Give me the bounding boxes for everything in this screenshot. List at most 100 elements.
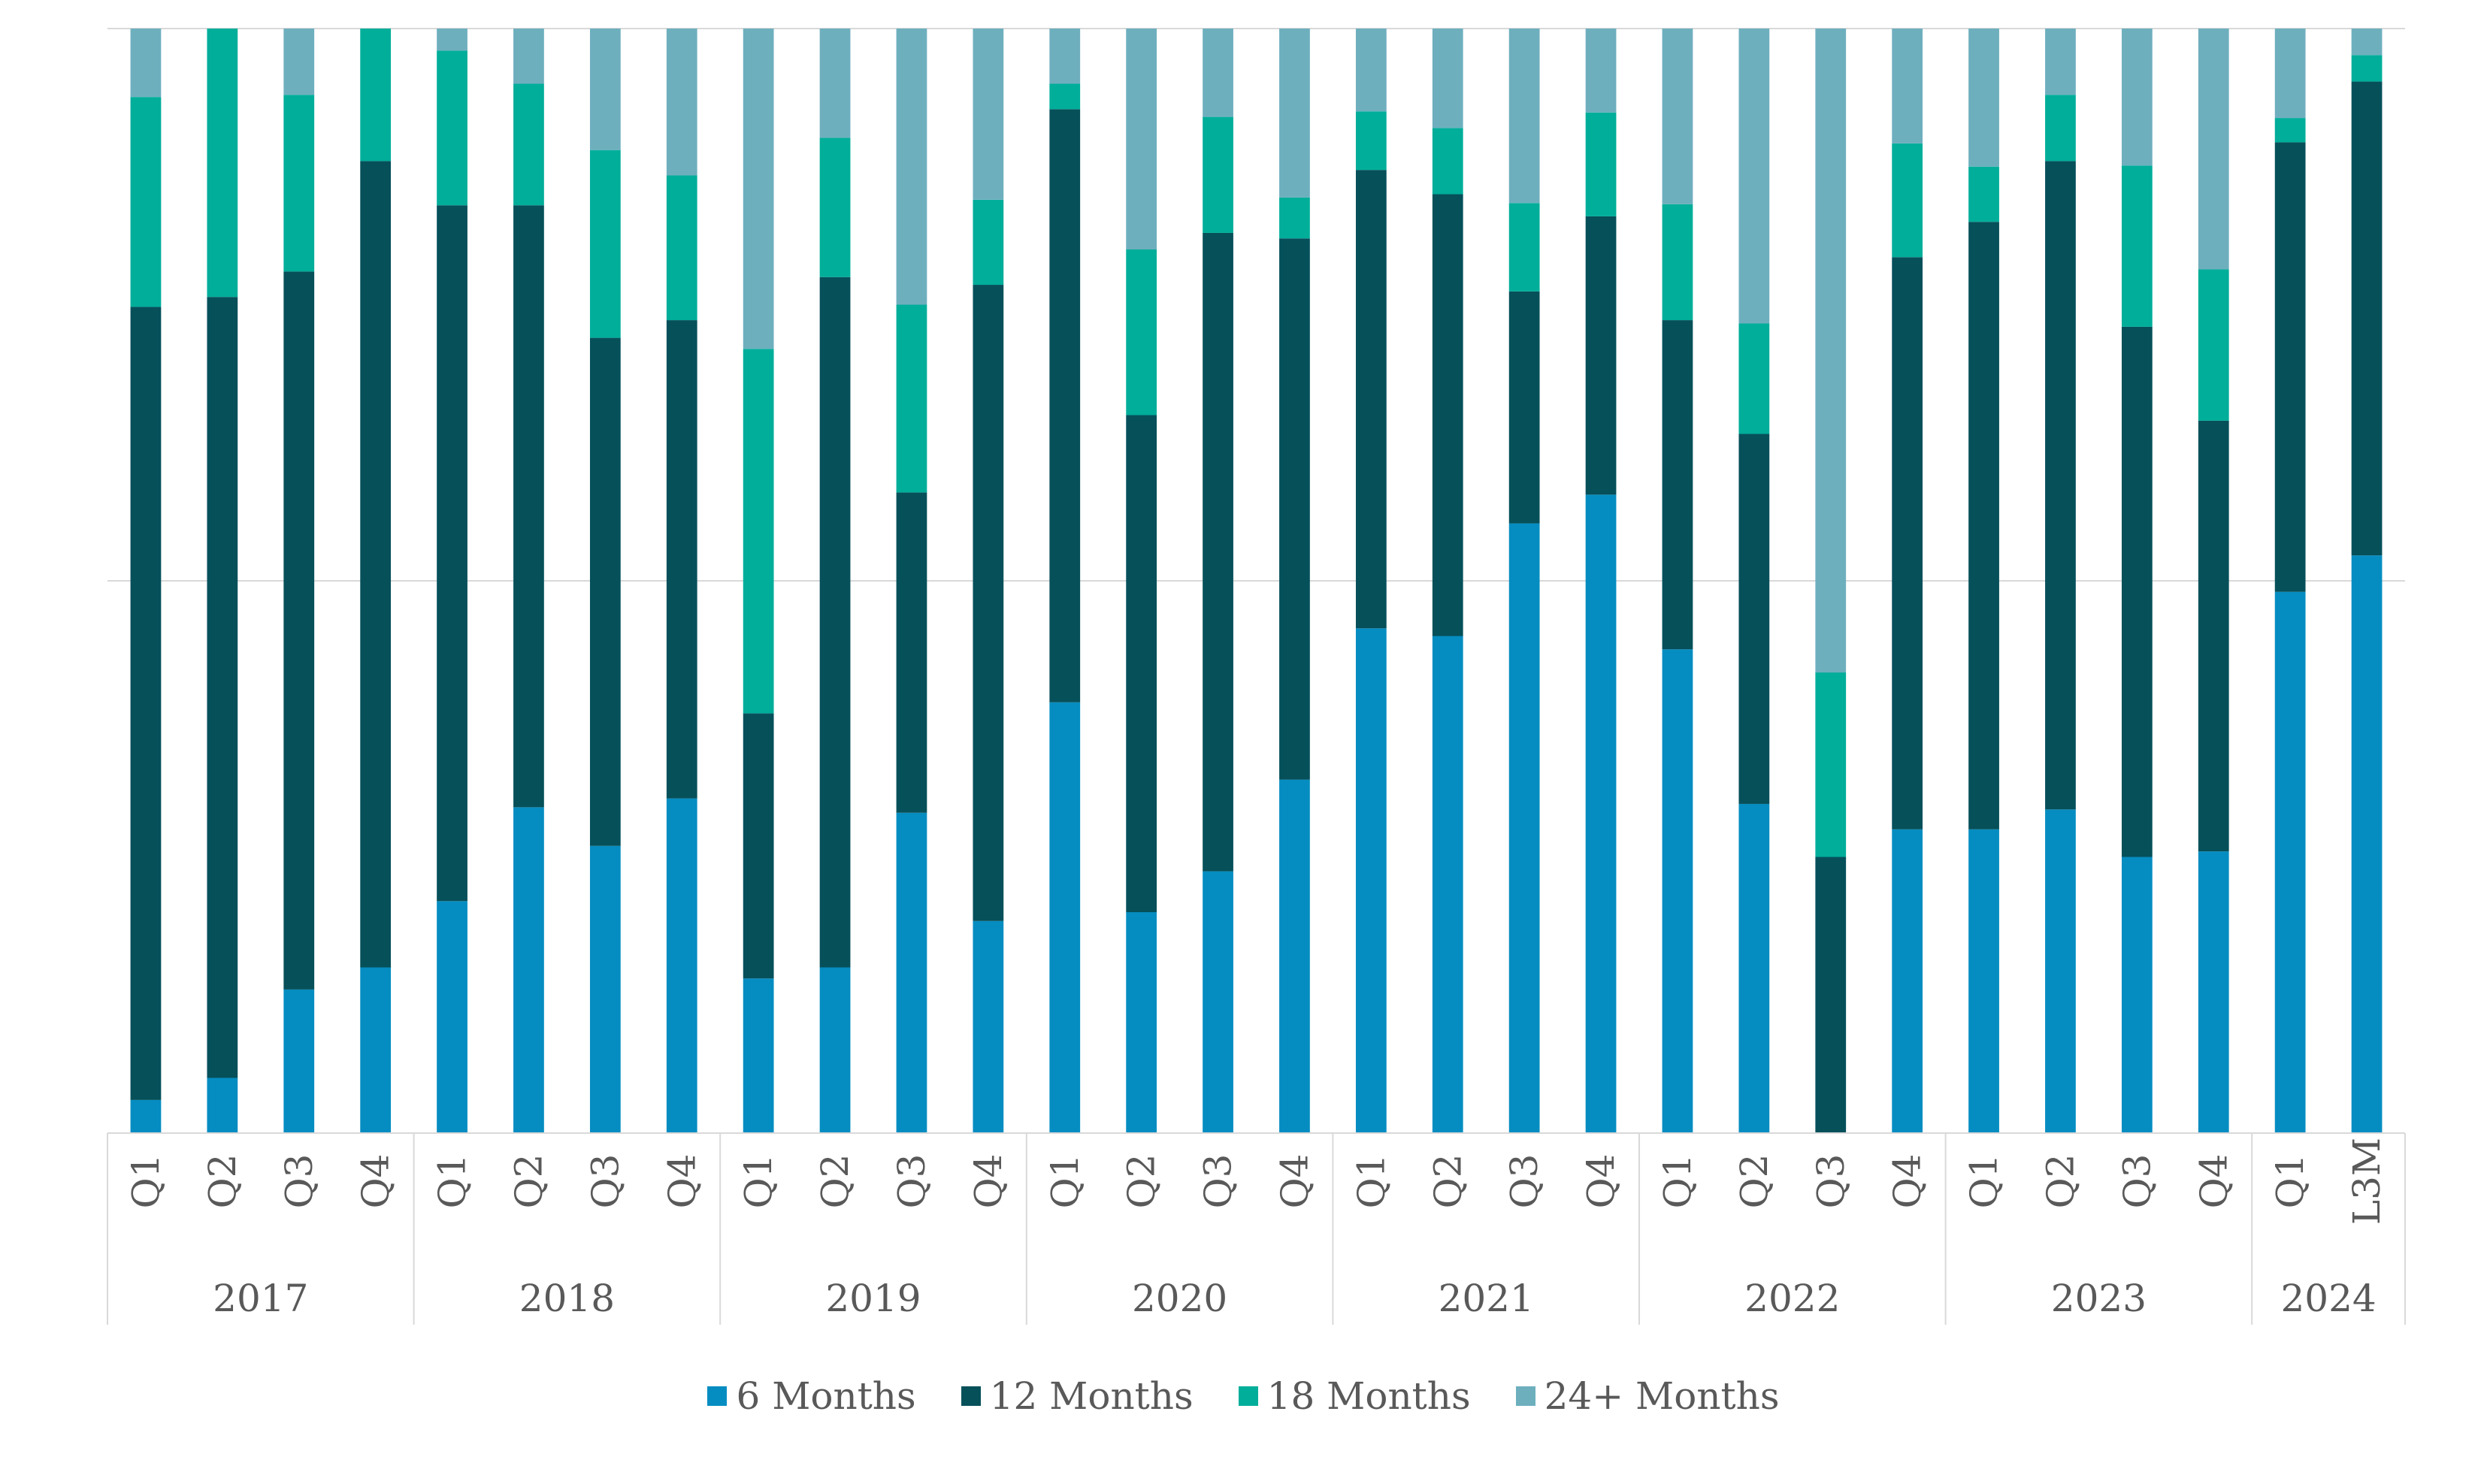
bar-segment-6-months [207,1077,238,1133]
bar-segment-6-months [589,845,621,1133]
bar-segment-18-months [207,29,238,298]
bar-segment-24-months [1508,29,1540,204]
bar-segment-18-months [1815,672,1847,857]
category-tick-label: Q1 [1043,1154,1087,1209]
bar-segment-12-months [437,205,467,902]
category-tick-label: Q1 [1962,1154,2006,1209]
category-tick-label: Q3 [1502,1154,1546,1209]
category-tick-label: Q2 [813,1154,857,1209]
category-tick-label: Q1 [1349,1154,1393,1209]
bar-segment-6-months [513,807,544,1133]
category-tick-label: Q4 [660,1154,703,1209]
bar-segment-6-months [2274,591,2306,1133]
bar-segment-18-months [1892,143,1923,258]
bar-segment-12-months [2198,420,2229,852]
gridlines [107,28,2405,582]
bar-segment-18-months [437,50,467,206]
bar-segment-6-months [973,920,1004,1133]
year-group-label: 2019 [825,1277,921,1320]
legend-label: 6 Months [736,1374,916,1418]
bar-segment-18-months [1049,83,1081,110]
category-tick-label: Q2 [1120,1154,1163,1209]
bar-segment-6-months [743,978,774,1133]
bar-segment-6-months [1203,871,1233,1133]
bar-segment-18-months [819,138,851,277]
bar-segment-6-months [283,989,315,1133]
bar-segment-12-months [513,205,544,808]
bar-segment-6-months [2045,809,2076,1133]
bar-segment-12-months [666,320,697,799]
category-tick-label: Q1 [737,1154,780,1209]
year-group-label: 2024 [2280,1277,2376,1320]
bar-segment-12-months [1662,320,1693,650]
bar-segment-6-months [1968,829,1999,1133]
bar-segment-24-months [973,29,1004,200]
bar-segment-18-months [1126,249,1157,416]
bar-segment-24-months [130,29,162,98]
bar-segment-24-months [283,29,315,95]
category-tick-label: Q3 [890,1154,933,1209]
legend-item: 18 Months [1238,1374,1471,1418]
bar-segment-12-months [1432,194,1463,636]
category-tick-label: Q3 [583,1154,627,1209]
bar-segment-24-months [2351,29,2383,56]
bar-segment-6-months [2198,851,2229,1133]
bar-segment-12-months [207,297,238,1078]
bar-segment-12-months [1815,857,1847,1133]
category-tick-label: Q2 [2038,1154,2082,1209]
category-tick-label: Q2 [1426,1154,1469,1209]
category-tick-label: Q4 [354,1154,398,1209]
year-group-label: 2021 [1439,1277,1534,1320]
bar-segment-18-months [973,199,1004,286]
bar-segment-12-months [1738,434,1770,804]
bar-segment-12-months [743,713,774,979]
bar-segment-12-months [2351,81,2383,556]
bar-segment-12-months [2274,142,2306,592]
bar-segment-24-months [437,29,467,51]
bar-segment-12-months [896,492,927,813]
bar-segment-12-months [1968,222,1999,830]
bar-segment-24-months [2274,29,2306,119]
bar-segment-24-months [1203,29,1233,117]
bar-segment-18-months [360,29,392,162]
bar-segment-24-months [589,29,621,150]
bar-segment-24-months [1585,29,1617,113]
bar-segment-18-months [1355,111,1387,171]
bar-segment-6-months [666,798,697,1133]
bar-segment-12-months [589,337,621,846]
bar-segment-18-months [130,97,162,307]
year-group-label: 2023 [2051,1277,2147,1320]
legend-item: 6 Months [707,1374,916,1418]
legend: 6 Months 12 Months 18 Months 24+ Months [0,1366,2487,1426]
bar-segment-18-months [1203,116,1233,233]
bar-segment-6-months [2351,555,2383,1133]
bar-segment-18-months [2198,269,2229,421]
bar-segment-6-months [130,1099,162,1133]
category-tick-label: L3M [2345,1138,2389,1225]
bar-segment-24-months [2198,29,2229,270]
category-tick-label: Q1 [431,1154,474,1209]
bar-segment-18-months [896,304,927,493]
category-tick-label: Q1 [2268,1154,2312,1209]
bar-segment-12-months [283,271,315,990]
legend-swatch [707,1386,728,1406]
bar-segment-6-months [819,967,851,1133]
bar-segment-18-months [513,83,544,206]
legend-swatch [961,1386,981,1406]
category-tick-label: Q3 [1197,1154,1240,1209]
bar-segment-6-months [1049,702,1081,1133]
bar-segment-6-months [1355,628,1387,1133]
bar-segment-24-months [1892,29,1923,144]
bars [130,29,2383,1133]
bar-segment-12-months [973,285,1004,921]
bar-segment-24-months [513,29,544,84]
category-tick-label: Q1 [124,1154,168,1209]
bar-segment-18-months [2121,165,2153,327]
bar-segment-18-months [2274,118,2306,143]
category-tick-label: Q3 [277,1154,321,1209]
bar-segment-24-months [1126,29,1157,249]
bar-segment-24-months [1968,29,1999,167]
bar-segment-18-months [1662,204,1693,321]
category-tick-label: Q2 [507,1154,550,1209]
bar-segment-18-months [589,150,621,338]
